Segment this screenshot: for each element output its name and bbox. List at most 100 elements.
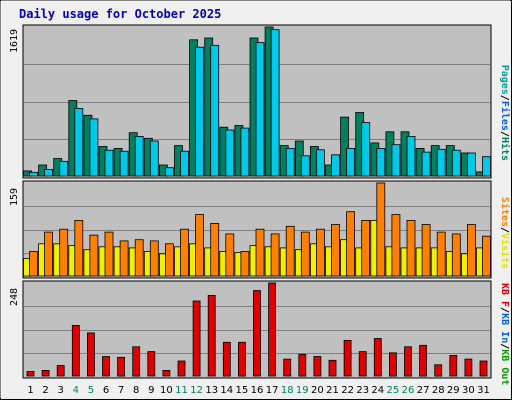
x-tick-label-day-26: 26 <box>402 385 415 396</box>
bar-kbytes-day-6 <box>102 356 110 377</box>
bar-sites-day-30 <box>466 224 476 277</box>
bar-sites-day-15 <box>240 250 250 277</box>
bar-kbytes-day-1 <box>26 371 35 377</box>
bar-files-day-5 <box>89 118 99 177</box>
x-tick-label-day-24: 24 <box>371 385 384 396</box>
bar-files-day-25 <box>391 144 401 177</box>
bar-sites-day-18 <box>285 225 295 277</box>
x-tick-label-day-1: 1 <box>27 385 33 396</box>
bar-files-day-15 <box>240 127 250 177</box>
bar-sites-day-3 <box>59 228 69 277</box>
bar-sites-day-12 <box>195 214 205 277</box>
x-tick-label-day-30: 30 <box>462 385 475 396</box>
bar-kbytes-day-18 <box>283 358 292 377</box>
bar-sites-day-2 <box>44 231 53 277</box>
bar-kbytes-day-27 <box>419 344 428 377</box>
bar-kbytes-day-10 <box>162 369 171 377</box>
bar-sites-day-22 <box>346 211 356 277</box>
bar-kbytes-day-13 <box>207 294 216 377</box>
y-axis-label-part: / <box>499 131 510 137</box>
bar-files-day-27 <box>421 151 431 177</box>
x-tick-label-day-8: 8 <box>133 385 139 396</box>
x-tick-label-day-31: 31 <box>477 385 490 396</box>
y-axis-label-part: Files <box>499 101 511 131</box>
bar-sites-day-26 <box>406 219 416 277</box>
bar-files-day-10 <box>164 167 174 177</box>
bar-sites-day-23 <box>361 219 371 277</box>
y-axis-label-hits-files-pages: Pages/Files/Hits <box>499 65 511 161</box>
x-tick-label-day-20: 20 <box>311 385 324 396</box>
bar-sites-day-16 <box>255 228 265 277</box>
bar-kbytes-day-19 <box>298 353 307 377</box>
bar-sites-day-29 <box>451 233 461 277</box>
bar-kbytes-day-24 <box>373 338 382 377</box>
x-tick-label-day-29: 29 <box>447 385 460 396</box>
x-tick-label-day-10: 10 <box>160 385 173 396</box>
bar-sites-day-17 <box>270 233 280 277</box>
x-tick-label-day-4: 4 <box>73 385 79 396</box>
bar-kbytes-day-16 <box>253 290 261 377</box>
x-tick-label-day-23: 23 <box>356 385 369 396</box>
x-tick-label-day-28: 28 <box>432 385 445 396</box>
bar-kbytes-day-8 <box>132 346 141 377</box>
bar-kbytes-day-7 <box>117 356 125 377</box>
y-axis-label-part: KB In <box>499 313 510 343</box>
y-axis-label-part: / <box>499 307 510 313</box>
bar-files-day-2 <box>44 169 53 177</box>
y-axis-label-part: KB F <box>499 283 510 307</box>
bar-kbytes-day-21 <box>328 359 337 377</box>
bar-files-day-11 <box>180 150 189 177</box>
bar-sites-day-10 <box>164 243 174 277</box>
x-tick-label-day-7: 7 <box>118 385 124 396</box>
bar-kbytes-day-20 <box>313 356 322 377</box>
bar-files-day-14 <box>225 129 235 177</box>
bar-sites-day-5 <box>89 234 99 277</box>
bar-sites-day-31 <box>482 235 491 277</box>
x-tick-label-day-22: 22 <box>341 385 354 396</box>
bar-files-day-26 <box>406 135 416 177</box>
y-axis-label-part: Pages <box>499 65 510 95</box>
bar-kbytes-day-9 <box>147 351 156 377</box>
bar-sites-day-27 <box>421 224 431 277</box>
bar-files-day-21 <box>331 154 340 177</box>
x-tick-label-day-5: 5 <box>88 385 94 396</box>
bar-kbytes-day-25 <box>388 352 397 377</box>
y-axis-label-kbytes: KB F/KB In/KB Out <box>499 283 510 385</box>
bar-kbytes-day-14 <box>222 341 231 377</box>
bar-files-day-7 <box>119 150 129 177</box>
x-tick-label-day-18: 18 <box>281 385 294 396</box>
bar-sites-day-21 <box>331 224 340 277</box>
bar-kbytes-day-28 <box>434 364 443 377</box>
x-tick-label-day-12: 12 <box>190 385 203 396</box>
bar-kbytes-day-11 <box>177 360 186 377</box>
x-tick-label-day-25: 25 <box>387 385 400 396</box>
bar-files-day-3 <box>59 160 69 177</box>
y-max-label-hits-files-pages: 1619 <box>9 29 20 53</box>
y-axis-label-visits-sites: Sites/Visits <box>499 197 511 269</box>
bar-kbytes-day-15 <box>237 341 246 377</box>
chart-title: Daily usage for October 2025 <box>19 7 222 21</box>
bar-sites-day-4 <box>74 219 84 277</box>
bar-sites-day-8 <box>134 239 144 277</box>
bar-files-day-19 <box>300 155 310 177</box>
bar-sites-day-24 <box>376 182 386 277</box>
bar-sites-day-1 <box>29 250 38 277</box>
bar-files-day-22 <box>346 147 356 177</box>
y-axis-label-part: / <box>499 343 510 349</box>
x-tick-label-day-14: 14 <box>220 385 233 396</box>
y-max-label-kbytes: 248 <box>9 288 20 306</box>
bar-sites-day-11 <box>180 228 189 277</box>
bar-sites-day-14 <box>225 233 235 277</box>
bar-files-day-16 <box>255 42 265 177</box>
bar-files-day-13 <box>210 44 220 177</box>
bar-files-day-31 <box>482 156 491 177</box>
y-axis-label-part: Hits <box>499 137 511 161</box>
bar-sites-day-13 <box>210 222 220 277</box>
bar-files-day-30 <box>466 152 476 177</box>
bar-files-day-24 <box>376 147 386 177</box>
bar-kbytes-day-30 <box>464 358 473 377</box>
bar-files-day-8 <box>134 135 144 177</box>
y-axis-label-part: KB Out <box>499 349 510 385</box>
bar-files-day-6 <box>104 149 114 177</box>
bar-files-day-4 <box>74 108 84 177</box>
